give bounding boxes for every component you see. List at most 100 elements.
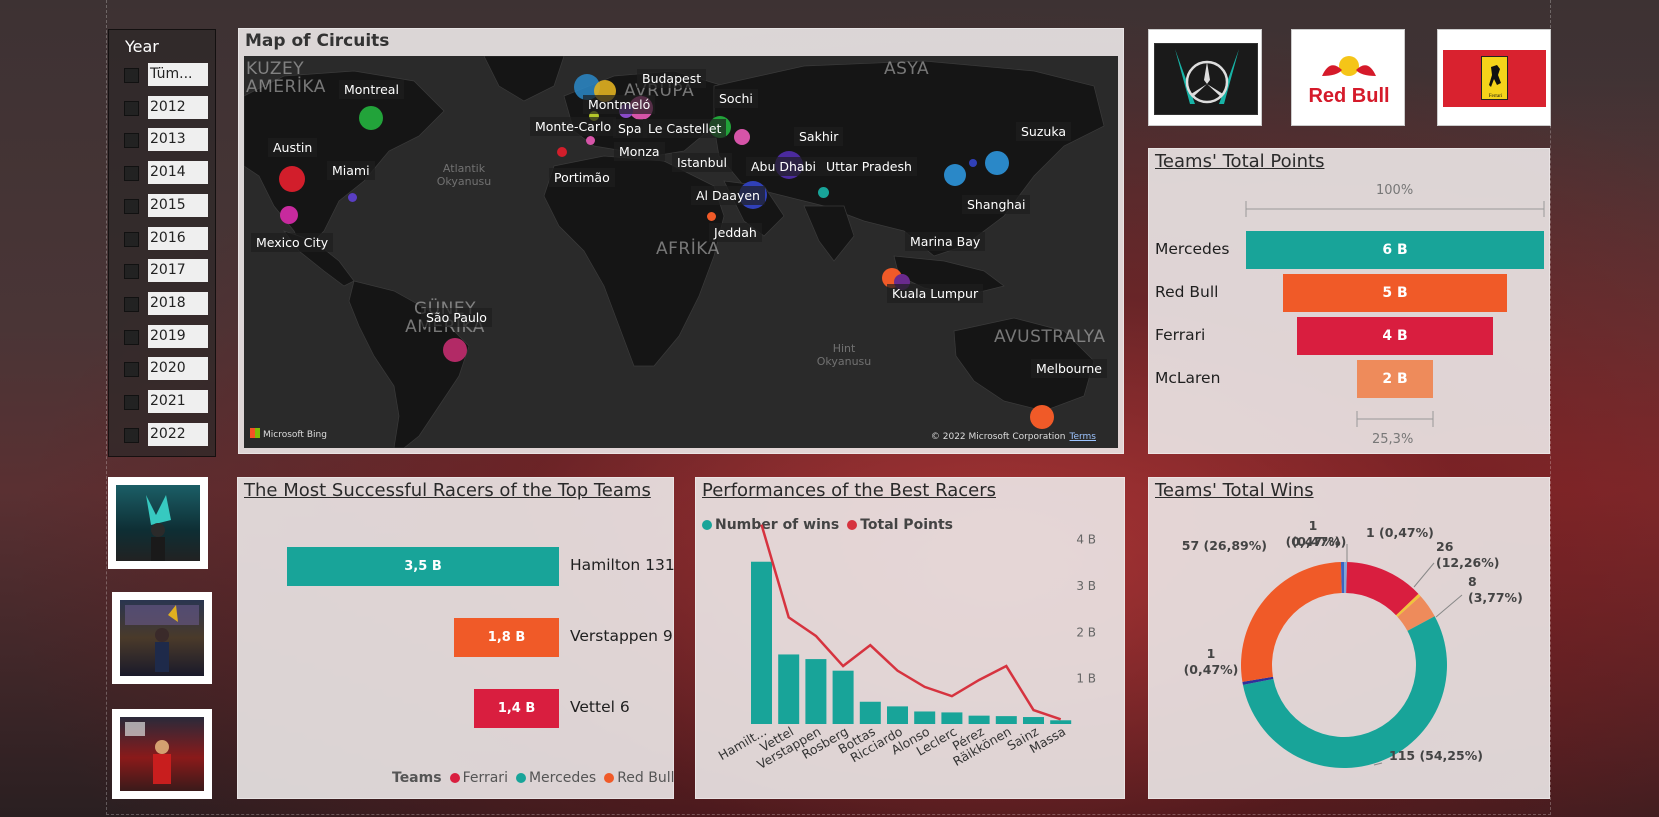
wins-bar[interactable] bbox=[832, 670, 854, 724]
circuit-bubble[interactable] bbox=[969, 159, 977, 167]
circuit-bubble[interactable] bbox=[734, 129, 750, 145]
wins-bar[interactable] bbox=[968, 715, 990, 724]
circuit-bubble[interactable] bbox=[707, 212, 716, 221]
racer-name-label: Verstappen 9 bbox=[570, 627, 673, 645]
wins-bar[interactable] bbox=[1023, 717, 1044, 724]
legend-dot-icon bbox=[449, 773, 460, 783]
mercedes-logo bbox=[1148, 29, 1262, 126]
wins-bar[interactable] bbox=[859, 701, 881, 724]
total-points-line[interactable] bbox=[760, 524, 1062, 721]
year-option[interactable]: 2013 bbox=[124, 128, 212, 152]
city-label: Jeddah bbox=[709, 223, 762, 242]
funnel-bar[interactable]: 5 B bbox=[1283, 274, 1507, 312]
wins-donut-chart[interactable]: 115 (54,25%) 57 (26,89%) 26(12,26%) 8(3,77%… bbox=[1149, 478, 1551, 800]
year-option[interactable]: 2017 bbox=[124, 259, 212, 283]
year-option[interactable]: 2019 bbox=[124, 324, 212, 349]
year-checkbox[interactable] bbox=[124, 395, 139, 410]
circuit-bubble[interactable] bbox=[818, 187, 829, 198]
city-label: Shanghai bbox=[962, 195, 1031, 214]
funnel-bar[interactable]: 2 B bbox=[1357, 360, 1433, 398]
donut-leader-line bbox=[1413, 562, 1435, 588]
year-checkbox[interactable] bbox=[124, 100, 139, 116]
wins-bar[interactable] bbox=[778, 654, 800, 724]
circuit-bubble[interactable] bbox=[1030, 405, 1054, 429]
racer-bar[interactable]: 1,4 B bbox=[474, 689, 559, 728]
year-option[interactable]: 2018 bbox=[124, 291, 212, 316]
circuit-bubble[interactable] bbox=[944, 164, 966, 186]
year-checkbox[interactable] bbox=[124, 133, 139, 149]
circuit-bubble[interactable] bbox=[586, 136, 595, 145]
funnel-bar[interactable]: 6 B bbox=[1246, 231, 1544, 269]
year-option-label: 2015 bbox=[148, 193, 208, 217]
wins-bar[interactable] bbox=[941, 712, 963, 724]
hamilton-photo bbox=[108, 477, 208, 569]
year-option[interactable]: 2020 bbox=[124, 357, 212, 381]
donut-data-label: (3,77%) bbox=[1468, 590, 1523, 605]
year-checkbox[interactable] bbox=[124, 296, 139, 312]
year-checkbox[interactable] bbox=[124, 231, 139, 247]
year-checkbox[interactable] bbox=[124, 264, 139, 280]
wins-bar[interactable] bbox=[914, 711, 936, 724]
donut-slice[interactable] bbox=[1241, 562, 1342, 682]
legend-item[interactable]: Red Bull bbox=[596, 770, 675, 786]
donut-slice[interactable] bbox=[1397, 596, 1435, 631]
year-checkbox[interactable] bbox=[124, 427, 139, 443]
wins-bar[interactable] bbox=[1050, 720, 1072, 724]
funnel-bottom-percent: 25,3% bbox=[1372, 432, 1414, 447]
city-label: Portimão bbox=[549, 168, 615, 187]
year-option[interactable]: 2012 bbox=[124, 95, 212, 120]
donut-slice[interactable] bbox=[1242, 616, 1447, 768]
terms-link[interactable]: Terms bbox=[1069, 432, 1096, 442]
circuit-bubble[interactable] bbox=[589, 111, 599, 121]
circuit-bubble[interactable] bbox=[443, 338, 467, 362]
legend-item[interactable]: Number of wins bbox=[694, 517, 839, 533]
city-label: Istanbul bbox=[672, 153, 733, 172]
legend-item[interactable]: Ferrari bbox=[442, 770, 508, 786]
legend-item[interactable]: Mercedes bbox=[508, 770, 596, 786]
map-title: Map of Circuits bbox=[245, 31, 390, 51]
wins-bar[interactable] bbox=[995, 716, 1017, 724]
circuit-bubble[interactable] bbox=[279, 166, 305, 192]
year-checkbox[interactable] bbox=[124, 198, 139, 214]
year-slicer[interactable]: Year Tüm... 2012 2013 2014 2015 2016 2017 2018 2… bbox=[108, 29, 216, 457]
year-option[interactable]: 2021 bbox=[124, 390, 212, 414]
performance-chart[interactable]: 4 B3 B2 B1 BHamilt...VettelVerstappenRos… bbox=[696, 478, 1126, 800]
year-option[interactable]: 2014 bbox=[124, 161, 212, 185]
year-option[interactable]: 2016 bbox=[124, 226, 212, 251]
ocean-label: Hint Okyanusu bbox=[816, 342, 872, 368]
funnel-top-percent: 100% bbox=[1376, 183, 1414, 198]
racer-bar[interactable]: 3,5 B bbox=[287, 547, 559, 586]
donut-slice[interactable] bbox=[1396, 593, 1421, 617]
city-label: São Paulo bbox=[421, 308, 492, 327]
year-option-label: 2012 bbox=[148, 95, 208, 119]
wins-bar[interactable] bbox=[751, 561, 772, 724]
city-label: Miami bbox=[327, 161, 375, 180]
legend-item[interactable]: Total Points bbox=[839, 517, 953, 533]
circuit-bubble[interactable] bbox=[359, 106, 383, 130]
performance-legend: Number of wins Total Points bbox=[694, 517, 953, 533]
legend-label: Ferrari bbox=[462, 770, 508, 786]
funnel-bar[interactable]: 4 B bbox=[1296, 317, 1494, 355]
donut-slice[interactable] bbox=[1340, 562, 1344, 594]
year-option[interactable]: 2015 bbox=[124, 193, 212, 218]
donut-slice[interactable] bbox=[1344, 562, 1348, 594]
circuit-bubble[interactable] bbox=[348, 193, 357, 202]
donut-slice[interactable] bbox=[1242, 676, 1274, 685]
year-checkbox[interactable] bbox=[124, 68, 139, 83]
wins-bar[interactable] bbox=[887, 706, 908, 724]
y-tick-label: 4 B bbox=[1076, 533, 1096, 547]
year-checkbox[interactable] bbox=[124, 329, 139, 345]
wins-bar[interactable] bbox=[805, 659, 827, 724]
circuit-bubble[interactable] bbox=[280, 206, 298, 224]
circuits-map[interactable]: KUZEY AMERİKA AVRUPA ASYA AFRİKA GÜNEY A… bbox=[244, 56, 1118, 448]
year-option-label: Tüm... bbox=[148, 63, 208, 86]
year-option[interactable]: 2022 bbox=[124, 422, 212, 447]
donut-slice[interactable] bbox=[1346, 562, 1419, 616]
year-checkbox[interactable] bbox=[124, 362, 139, 378]
circuit-bubble[interactable] bbox=[985, 151, 1009, 175]
year-option[interactable]: Tüm... bbox=[124, 63, 212, 87]
year-checkbox[interactable] bbox=[124, 166, 139, 182]
racer-bar[interactable]: 1,8 B bbox=[454, 618, 559, 657]
circuit-bubble[interactable] bbox=[557, 147, 567, 157]
city-label: Suzuka bbox=[1016, 122, 1072, 141]
